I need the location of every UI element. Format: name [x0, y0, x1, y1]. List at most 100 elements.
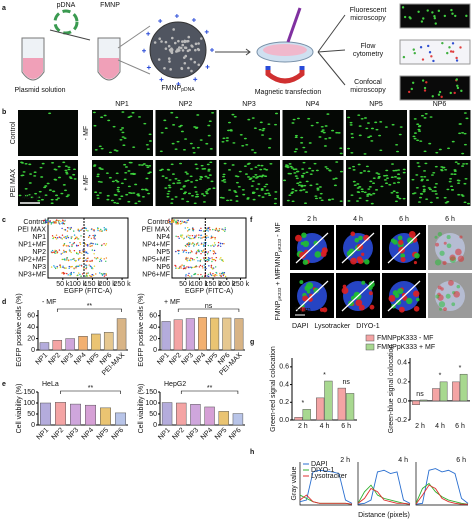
cell — [106, 194, 110, 197]
vesicle — [446, 235, 451, 240]
profile-line — [299, 469, 353, 504]
event — [176, 267, 178, 269]
plus — [159, 77, 164, 82]
event — [207, 251, 209, 253]
event — [80, 265, 83, 267]
x-tick-label: 200 k — [99, 281, 117, 288]
event — [103, 275, 106, 277]
cell — [316, 189, 320, 191]
vesicle — [413, 260, 418, 265]
cell — [464, 178, 468, 180]
event — [87, 236, 90, 239]
bar — [232, 413, 244, 426]
y-axis-label: Cell viability (%) — [16, 384, 23, 434]
cell — [257, 183, 261, 185]
cell — [190, 194, 194, 197]
cell — [395, 143, 399, 146]
legend-label: Lysotracker — [314, 323, 351, 330]
cell — [94, 148, 98, 151]
event — [52, 221, 54, 223]
arrow — [49, 29, 91, 41]
cell — [107, 119, 111, 122]
cell — [225, 139, 229, 142]
cell — [33, 175, 37, 177]
cell — [434, 182, 438, 185]
event — [190, 250, 193, 252]
cell — [416, 162, 420, 164]
event — [187, 274, 189, 277]
cell — [223, 181, 227, 183]
cell — [206, 163, 210, 166]
row-label: NP2+MF — [18, 256, 46, 263]
event — [186, 219, 188, 222]
cell — [148, 133, 152, 136]
event — [213, 258, 216, 261]
cell — [117, 190, 121, 193]
cell — [324, 125, 328, 127]
cell — [303, 202, 307, 204]
event — [105, 243, 108, 245]
y-tick-label: 60 — [27, 313, 35, 320]
event — [185, 258, 187, 260]
cell — [40, 198, 44, 201]
cell — [396, 196, 400, 199]
cell — [300, 174, 304, 177]
vesicle — [398, 239, 404, 245]
image-dot — [428, 51, 432, 54]
row-label: PEI MAX — [10, 168, 17, 197]
event — [222, 260, 224, 262]
event — [51, 249, 54, 252]
cell — [290, 167, 294, 169]
cell — [193, 202, 197, 205]
cell — [235, 200, 239, 202]
profile-line — [357, 484, 411, 505]
cell — [247, 176, 251, 178]
event — [73, 234, 76, 236]
event — [180, 235, 182, 238]
cell — [212, 187, 216, 189]
np-dot — [180, 67, 184, 71]
cell — [202, 201, 206, 203]
bar — [210, 317, 220, 351]
cell — [367, 170, 371, 173]
plus — [204, 29, 209, 34]
vesicle — [443, 241, 447, 245]
cell — [100, 147, 104, 150]
output-label: microscopy — [350, 15, 386, 22]
cell — [427, 187, 431, 189]
cell — [174, 178, 178, 180]
cell — [46, 182, 50, 185]
event — [198, 266, 201, 268]
event — [206, 229, 208, 232]
image-dot — [413, 51, 416, 55]
micrograph — [282, 110, 344, 156]
cell — [372, 182, 376, 185]
cell — [106, 198, 110, 201]
cell — [458, 132, 462, 135]
cell — [232, 142, 236, 144]
cell — [124, 166, 128, 168]
cell — [287, 172, 291, 175]
np-dot — [197, 42, 200, 45]
event — [200, 227, 202, 230]
event — [219, 272, 221, 275]
cell — [390, 163, 394, 165]
event — [85, 244, 88, 246]
event — [73, 258, 75, 260]
event — [63, 228, 66, 231]
axes — [299, 462, 352, 506]
cell — [175, 116, 179, 119]
cell — [264, 192, 268, 195]
micrograph — [219, 160, 280, 206]
bar — [161, 321, 171, 351]
cell — [62, 184, 66, 186]
micrograph — [346, 160, 407, 206]
event — [66, 272, 68, 275]
cell — [305, 180, 309, 183]
event — [180, 234, 182, 236]
image-dot — [443, 14, 447, 18]
event — [93, 230, 95, 232]
cell — [390, 191, 394, 194]
cell — [300, 142, 304, 144]
cell — [385, 177, 389, 179]
